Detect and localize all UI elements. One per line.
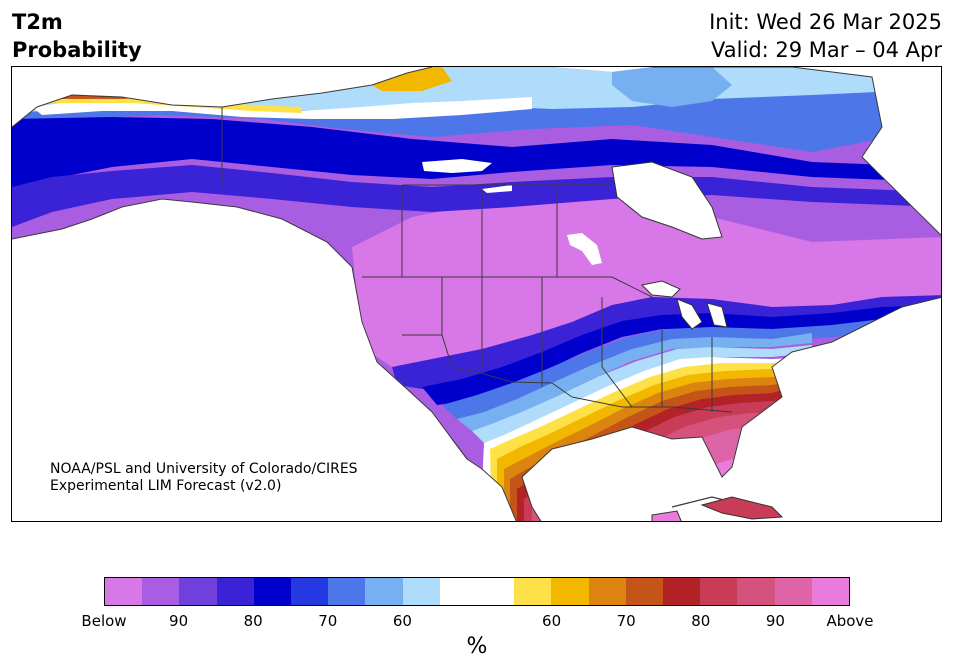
- colorbar-segment: [588, 578, 626, 605]
- colorbar-segment: [402, 578, 440, 605]
- map-panel: NOAA/PSL and University of Colorado/CIRE…: [11, 66, 942, 522]
- water-bodies: [422, 159, 728, 330]
- colorbar-tick-label: 80: [691, 612, 711, 630]
- colorbar-tick-label: 80: [243, 612, 263, 630]
- colorbar-tick-label: 60: [392, 612, 412, 630]
- caribbean-islands: [651, 496, 784, 521]
- colorbar-segment: [365, 578, 403, 605]
- colorbar-tick-label: 70: [616, 612, 636, 630]
- colorbar-segment: [774, 578, 812, 605]
- probability-map: [12, 67, 941, 521]
- colorbar-tick-labels: Below 90 80 70 60 60 70 80 90 Above: [81, 612, 873, 632]
- forecast-dates: Init: Wed 26 Mar 2025 Valid: 29 Mar – 04…: [709, 8, 942, 64]
- colorbar-segment: [514, 578, 552, 605]
- colorbar-segment: [105, 578, 143, 605]
- colorbar-tick-label: Above: [826, 612, 874, 630]
- probability-colorbar: [104, 577, 850, 606]
- colorbar-segment: [737, 578, 775, 605]
- colorbar-tick-label: 60: [542, 612, 562, 630]
- credit-line-2: Experimental LIM Forecast (v2.0): [50, 478, 282, 494]
- colorbar-segment: [700, 578, 738, 605]
- probability-shading: [12, 67, 941, 521]
- colorbar-segment: [811, 578, 850, 605]
- colorbar-segment: [142, 578, 180, 605]
- colorbar-segment: [625, 578, 664, 605]
- colorbar-tick-label: 70: [318, 612, 338, 630]
- colorbar-tick-label: 90: [169, 612, 189, 630]
- colorbar-tick-label: Below: [81, 612, 127, 630]
- coastlines-and-borders: [12, 67, 941, 521]
- colorbar-segment: [663, 578, 701, 605]
- colorbar-segment: [439, 578, 478, 605]
- product-title: Probability: [12, 38, 142, 62]
- colorbar-segment: [477, 578, 515, 605]
- colorbar-segment: [291, 578, 329, 605]
- colorbar-segment: [328, 578, 366, 605]
- variable-title: T2m: [12, 10, 63, 34]
- credit-line-1: NOAA/PSL and University of Colorado/CIRE…: [50, 461, 358, 477]
- colorbar-segment: [179, 578, 217, 605]
- colorbar-segment: [253, 578, 292, 605]
- init-date: Init: Wed 26 Mar 2025: [709, 10, 942, 34]
- colorbar-segment: [216, 578, 254, 605]
- map-credit: NOAA/PSL and University of Colorado/CIRE…: [50, 461, 358, 495]
- units-label: %: [466, 634, 488, 659]
- colorbar-segment: [551, 578, 589, 605]
- valid-date-range: Valid: 29 Mar – 04 Apr: [711, 38, 942, 62]
- map-title: T2m Probability: [12, 8, 142, 64]
- colorbar-tick-label: 90: [765, 612, 785, 630]
